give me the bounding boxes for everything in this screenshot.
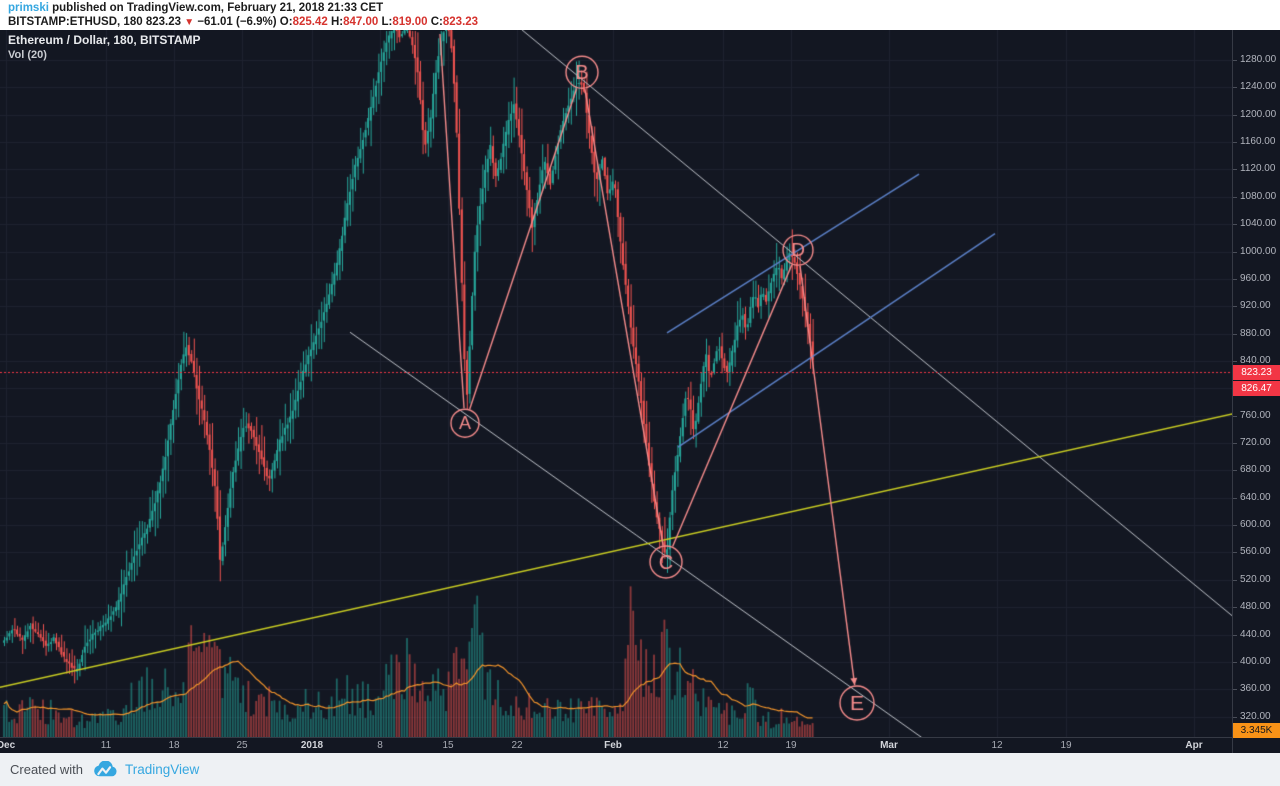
price-tick-label: 920.00 [1240,300,1271,311]
price-tick-mark [1233,717,1237,718]
last-price-badge: 823.23 [1233,365,1280,380]
last-price: 823.23 [145,16,181,28]
price-tick-label: 760.00 [1240,410,1271,421]
price-tick-label: 1280.00 [1240,54,1277,65]
time-tick-label: 15 [442,740,454,751]
time-tick-label: 2018 [300,740,324,751]
price-tick-label: 960.00 [1240,273,1271,284]
time-tick-label: 19 [1060,740,1072,751]
close-value: 823.23 [442,16,479,28]
publish-header: primski published on TradingView.com, Fe… [0,0,1280,30]
close-label: C: [430,16,443,28]
price-tick-label: 640.00 [1240,492,1271,503]
price-tick-label: 1040.00 [1240,218,1277,229]
time-tick-label: 25 [236,740,248,751]
price-tick-mark [1233,580,1237,581]
price-tick-mark [1233,169,1237,170]
price-tick-label: 400.00 [1240,656,1271,667]
time-tick-label: 19 [785,740,797,751]
symbol-name: BITSTAMP:ETHUSD, 180 [8,16,143,28]
footer-bar: Created with TradingView [0,753,1280,786]
chart-legend: Ethereum / Dollar, 180, BITSTAMP Vol (20… [8,33,201,62]
price-tick-mark [1233,87,1237,88]
volume-badge: 3.345K [1233,723,1280,738]
price-tick-mark [1233,279,1237,280]
time-axis[interactable]: Dec 11 18 25 2018 8 15 22 Feb 12 19 Mar 12 19 Apr [0,737,1232,753]
time-tick-label: Feb [604,740,622,751]
price-tick-label: 480.00 [1240,601,1271,612]
time-tick-label: 18 [168,740,180,751]
price-axis[interactable]: 823.23 826.47 3.345K 1280.00 1240.00 1200.… [1232,30,1280,753]
price-tick-mark [1233,607,1237,608]
price-tick-mark [1233,224,1237,225]
price-tick-label: 1240.00 [1240,81,1277,92]
author-link[interactable]: primski [8,2,49,14]
price-tick-label: 1080.00 [1240,191,1277,202]
price-tick-label: 600.00 [1240,519,1271,530]
price-tick-label: 880.00 [1240,328,1271,339]
time-tick-label: 12 [991,740,1003,751]
price-tick-label: 520.00 [1240,574,1271,585]
price-tick-mark [1233,662,1237,663]
created-with-text: Created with [10,762,83,777]
secondary-price-badge: 826.47 [1233,381,1280,396]
low-value: 819.00 [392,16,428,28]
price-tick-label: 1000.00 [1240,246,1277,257]
price-tick-mark [1233,252,1237,253]
price-tick-mark [1233,498,1237,499]
price-tick-mark [1233,306,1237,307]
publish-line: primski published on TradingView.com, Fe… [8,1,1280,15]
price-tick-mark [1233,60,1237,61]
low-label: L: [381,16,393,28]
price-tick-label: 840.00 [1240,355,1271,366]
chart-canvas[interactable] [0,30,1232,737]
price-tick-label: 440.00 [1240,629,1271,640]
tradingview-cloud-logo-icon [94,760,117,776]
open-value: 825.42 [292,16,328,28]
price-tick-mark [1233,197,1237,198]
price-tick-label: 560.00 [1240,546,1271,557]
time-tick-label: Apr [1185,740,1203,751]
tradingview-brand-link[interactable]: TradingView [93,760,200,779]
time-tick-label: 22 [511,740,523,751]
price-tick-mark [1233,115,1237,116]
high-value: 847.00 [343,16,379,28]
price-tick-label: 360.00 [1240,683,1271,694]
price-tick-mark [1233,361,1237,362]
time-tick-label: Mar [880,740,898,751]
tradingview-brand-text: TradingView [124,762,200,777]
price-tick-label: 320.00 [1240,711,1271,722]
time-tick-label: 8 [377,740,383,751]
price-tick-mark [1233,416,1237,417]
price-tick-label: 1120.00 [1240,163,1276,174]
high-label: H: [330,16,344,28]
price-tick-label: 680.00 [1240,464,1271,475]
time-tick-label: 12 [717,740,729,751]
time-tick-label: 11 [100,740,112,751]
price-tick-label: 720.00 [1240,437,1271,448]
price-tick-label: 1200.00 [1240,109,1277,120]
price-change: −61.01 (−6.9%) [197,16,277,28]
time-tick-label: Dec [0,740,16,751]
symbol-status-line: BITSTAMP:ETHUSD, 180 823.23 ▼ −61.01 (−6… [8,15,1280,30]
price-tick-mark [1233,470,1237,471]
legend-symbol-title[interactable]: Ethereum / Dollar, 180, BITSTAMP [8,33,201,47]
price-tick-mark [1233,552,1237,553]
chart-area: Ethereum / Dollar, 180, BITSTAMP Vol (20… [0,30,1280,753]
open-label: O: [279,16,293,28]
price-tick-mark [1233,635,1237,636]
price-tick-mark [1233,142,1237,143]
price-tick-label: 1160.00 [1240,136,1276,147]
price-tick-mark [1233,334,1237,335]
down-triangle-icon: ▼ [184,17,195,28]
published-text: published on TradingView.com, February 2… [48,2,384,14]
price-tick-mark [1233,443,1237,444]
price-tick-mark [1233,525,1237,526]
legend-volume-indicator[interactable]: Vol (20) [8,49,47,61]
price-tick-mark [1233,689,1237,690]
